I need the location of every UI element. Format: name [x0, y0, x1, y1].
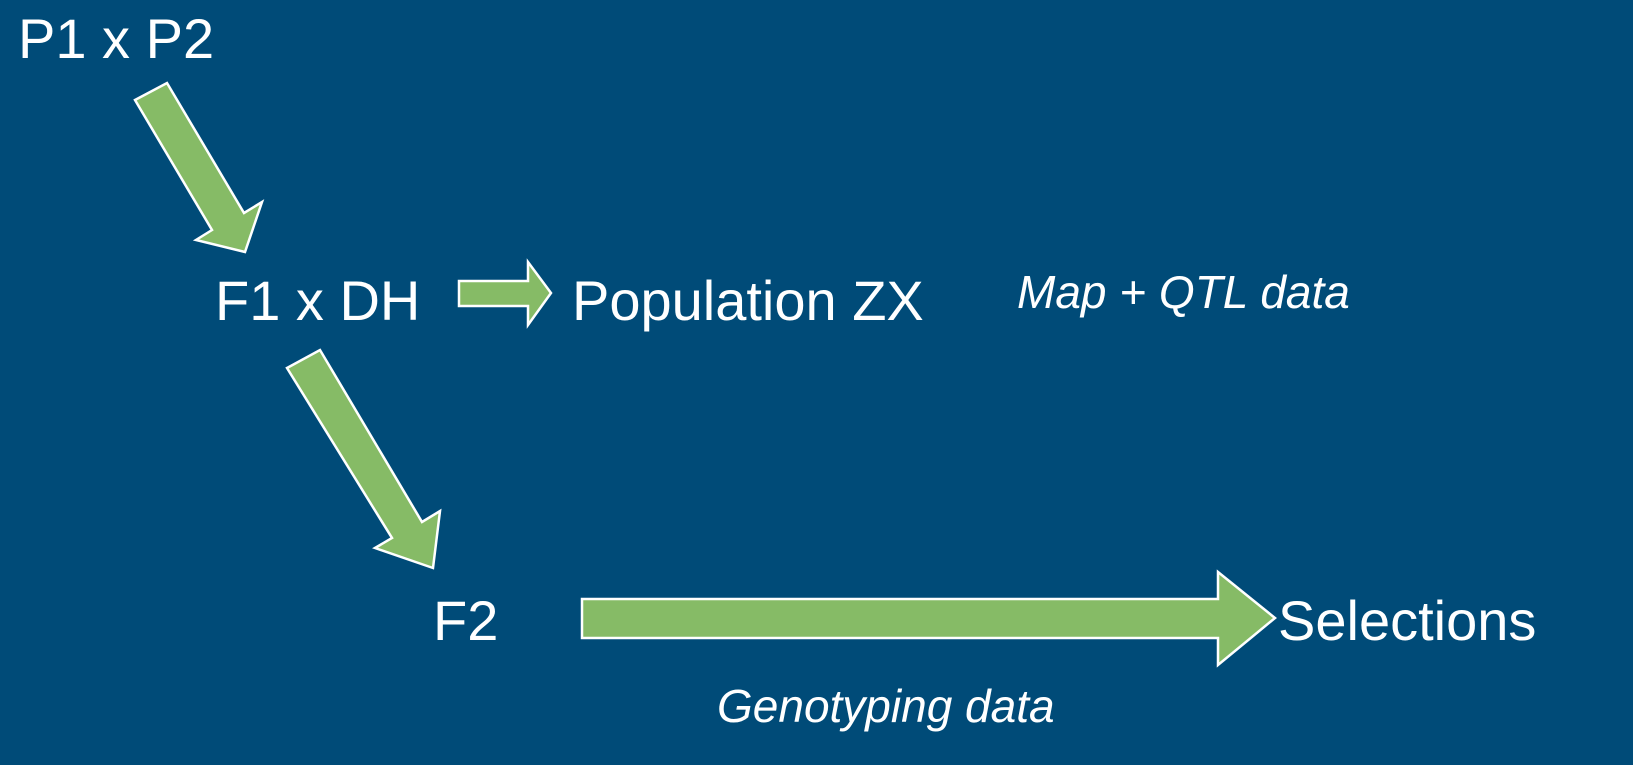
arrow — [580, 569, 1277, 668]
node-label: Selections — [1278, 589, 1536, 652]
annotation: Genotyping data — [717, 680, 1055, 732]
node-label: Population ZX — [572, 269, 924, 332]
arrow — [285, 348, 442, 570]
node-label: F2 — [433, 589, 498, 652]
node-label: F1 x DH — [215, 269, 420, 332]
arrow — [457, 258, 553, 329]
arrow — [133, 81, 265, 254]
annotation: Map + QTL data — [1017, 266, 1350, 318]
node-label: P1 x P2 — [18, 7, 214, 70]
